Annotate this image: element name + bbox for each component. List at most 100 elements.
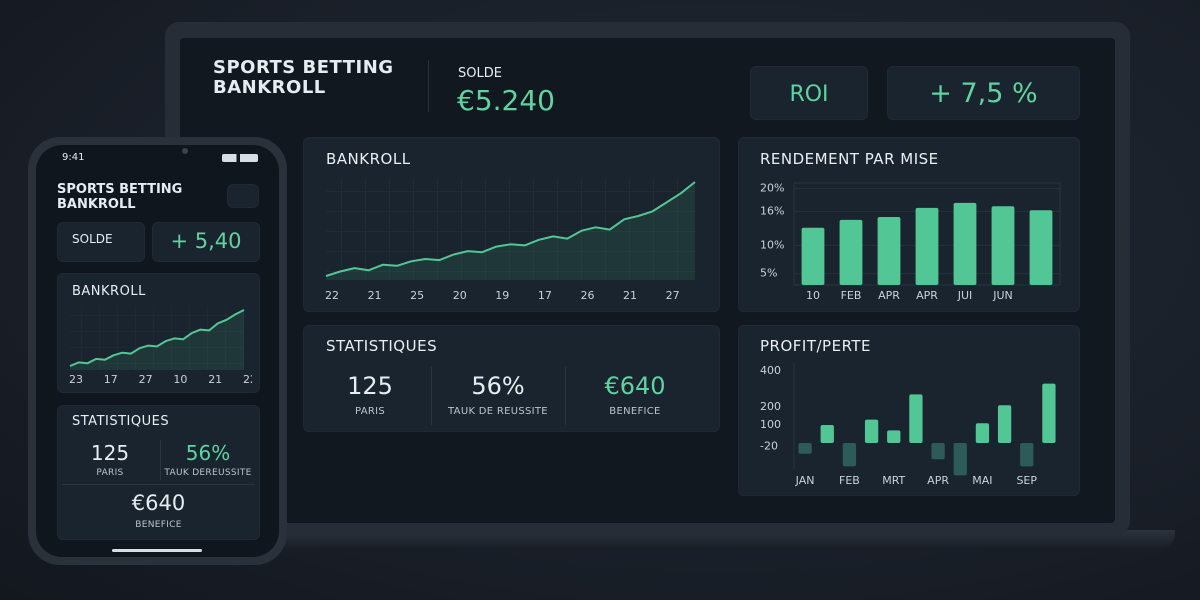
divider <box>428 60 429 112</box>
x-tick-label: 21 <box>368 289 382 302</box>
bar <box>1029 210 1053 285</box>
profit-chart: 400 200 100 -20 JAN FEB MRT APR MAI SEP <box>760 362 1056 487</box>
grid <box>326 178 695 280</box>
bar <box>953 202 977 285</box>
roi-label: ROI <box>789 82 829 107</box>
balance-value-box <box>152 222 260 262</box>
y-tick-label: 400 <box>760 364 781 377</box>
menu-button[interactable] <box>227 184 259 208</box>
yield-panel <box>738 137 1080 312</box>
bar <box>798 443 812 454</box>
panel-title: BANKROLL <box>72 284 146 299</box>
balance-box <box>57 222 145 262</box>
x-tick-label: JUN <box>992 289 1013 302</box>
x-tick-label: 21 <box>208 373 222 386</box>
bar <box>864 419 879 443</box>
stat-value: €640 <box>604 372 666 400</box>
bar <box>975 423 990 443</box>
x-tick-label: 17 <box>104 373 118 386</box>
x-tick-label: 26 <box>580 289 594 302</box>
bar <box>909 394 923 443</box>
x-tick-label: APR <box>916 289 938 302</box>
roi-value-box <box>887 66 1080 120</box>
panel-title: STATISTIQUES <box>72 414 170 429</box>
stat-label: TAUK DEREUSSITE <box>164 468 252 478</box>
area <box>326 182 695 280</box>
stats-panel <box>303 325 720 432</box>
y-tick-label: 100 <box>760 418 781 431</box>
stat-label: PARIS <box>355 406 385 417</box>
panel-title: RENDEMENT PAR MISE <box>760 150 939 168</box>
x-tick-label: MAI <box>972 474 992 487</box>
stat-value: 125 <box>90 441 130 465</box>
bar <box>991 206 1015 285</box>
panel-title: BANKROLL <box>326 150 411 168</box>
bar <box>801 227 825 285</box>
bankroll-chart: 23 17 27 10 21 22 <box>69 306 252 386</box>
bar <box>842 443 857 467</box>
balance-label: SOLDE <box>72 232 113 246</box>
y-tick-label: 200 <box>760 400 781 413</box>
x-tick-label: 25 <box>410 289 424 302</box>
x-tick-label: APR <box>927 474 949 487</box>
x-tick-label: JAN <box>795 474 815 487</box>
x-tick-label: 17 <box>538 289 552 302</box>
bar <box>931 443 945 460</box>
stat-label: BENEFICE <box>135 520 182 530</box>
x-tick-label: 20 <box>453 289 467 302</box>
x-tick-label: FEB <box>839 474 860 487</box>
header-title: SPORTS BETTING BANKROLL <box>213 57 394 98</box>
roi-box <box>750 66 868 120</box>
x-tick-label: 10 <box>173 373 187 386</box>
x-tick-label: FEB <box>841 289 862 302</box>
stat-label: PARIS <box>96 468 124 478</box>
y-tick-label: 16% <box>760 204 784 217</box>
y-tick-label: 5% <box>760 267 777 280</box>
home-indicator <box>112 549 202 552</box>
x-tick-label: 27 <box>139 373 153 386</box>
balance-value: €5.240 <box>457 84 555 117</box>
y-tick-label: 10% <box>760 238 784 251</box>
bar <box>915 207 939 285</box>
x-tick-label: JUI <box>957 289 973 302</box>
stat-value: 56% <box>471 372 525 400</box>
stat-value: €640 <box>131 491 186 515</box>
status-time: 9:41 <box>62 152 85 163</box>
bar <box>953 443 967 476</box>
yield-chart: 20% 16% 10% 5% 10 FEB APR APR JUI JUN <box>760 182 1061 302</box>
area <box>70 310 244 370</box>
y-tick-label: 20% <box>760 182 784 195</box>
bar <box>1020 443 1034 467</box>
camera <box>182 148 188 154</box>
bar <box>997 405 1012 443</box>
status-icons <box>222 154 258 162</box>
stats-panel <box>57 405 260 540</box>
line <box>325 181 696 277</box>
bar <box>1042 383 1056 443</box>
x-tick-label: 19 <box>495 289 509 302</box>
bar <box>887 430 901 443</box>
x-tick-label: APR <box>878 289 900 302</box>
stat-label: TAUK DE REUSSITE <box>448 406 548 417</box>
x-tick-label: 21 <box>623 289 637 302</box>
divider <box>62 484 255 485</box>
x-tick-label: 27 <box>666 289 680 302</box>
bar <box>839 219 863 285</box>
balance-label: SOLDE <box>458 66 502 81</box>
x-tick-label: MRT <box>882 474 905 487</box>
phone-title: SPORTS BETTING BANKROLL <box>57 182 183 212</box>
x-tick-label: SEP <box>1016 474 1037 487</box>
divider <box>565 367 566 425</box>
panel-title: PROFIT/PERTE <box>760 337 872 355</box>
x-tick-label: 10 <box>806 289 820 302</box>
roi-value: + 7,5 % <box>929 78 1038 109</box>
stat-value: 56% <box>185 441 231 465</box>
x-tick-label: 22 <box>243 373 252 386</box>
divider <box>160 440 161 480</box>
line <box>69 309 245 367</box>
bankroll-chart: 22 21 25 20 19 17 26 21 27 <box>325 178 696 302</box>
panel-title: STATISTIQUES <box>326 337 438 355</box>
divider <box>431 367 432 425</box>
stat-value: 125 <box>347 372 393 400</box>
